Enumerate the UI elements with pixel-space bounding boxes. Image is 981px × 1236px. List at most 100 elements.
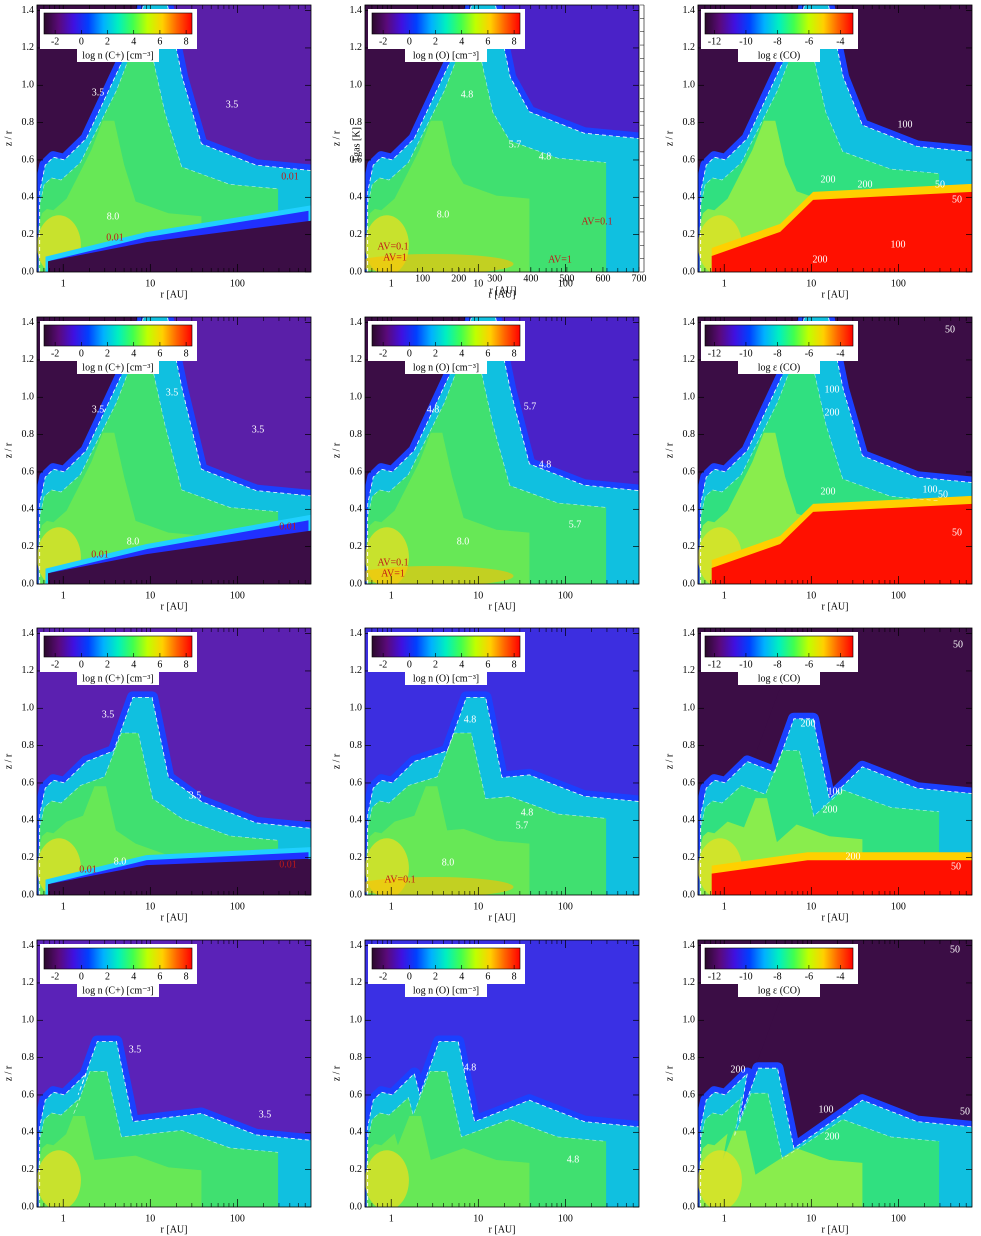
plot-frame — [364, 939, 640, 1208]
colorbar-tick-label: 2 — [433, 348, 438, 359]
field-red — [711, 503, 972, 584]
contour-label: 0.01 — [281, 171, 299, 182]
x-tick-label: 10 — [145, 1213, 155, 1224]
y-tick-label: 0.4 — [683, 192, 696, 203]
colorbar-label: log n (O) [cm⁻³] — [413, 985, 479, 996]
colorbar-tick-label: 0 — [407, 36, 412, 47]
colorbar-label-box — [405, 48, 487, 62]
colorbar-tick-label: -4 — [836, 659, 844, 670]
colorbar-tick-label: 4 — [459, 659, 464, 670]
contour-label: 8.0 — [457, 536, 470, 547]
contour-label: AV=1 — [381, 568, 405, 579]
colorbar-label-box — [738, 360, 820, 374]
plot-frame — [36, 316, 312, 585]
contour-label: 3.5 — [102, 709, 115, 720]
y-tick-label: 0.6 — [683, 1089, 696, 1100]
plot-frame — [364, 627, 640, 896]
y-tick-label: 1.4 — [683, 5, 696, 16]
colorbar-tick-label: 2 — [105, 659, 110, 670]
y-tick-label: 1.2 — [22, 42, 35, 53]
x-tick-label: 100 — [558, 278, 573, 289]
y-tick-label: 0.0 — [350, 889, 363, 900]
y-tick-label: 0.4 — [350, 504, 363, 515]
contour-line — [367, 1041, 639, 1207]
colorbar-tick-label: -12 — [708, 348, 721, 359]
contour-line — [700, 358, 940, 584]
y-tick-label: 0.2 — [683, 1164, 696, 1175]
y-axis-label: z / r — [3, 1065, 14, 1081]
y-tick-label: 0.4 — [22, 1127, 35, 1138]
colorbar-tick-label: 8 — [512, 659, 517, 670]
y-tick-label: 0.2 — [22, 541, 35, 552]
contour-label: 5.7 — [509, 139, 522, 150]
colorbar-label: log n (O) [cm⁻³] — [413, 673, 479, 684]
field: 50 200 100 200 200 50 — [698, 628, 972, 895]
contour-line — [39, 5, 311, 272]
x2-tick-label: 400 — [523, 273, 538, 284]
colorbar-label-box — [738, 48, 820, 62]
x-axis-label: r [AU] — [161, 1224, 188, 1235]
contour-label: 8.0 — [127, 536, 140, 547]
contour-label: 200 — [731, 1064, 746, 1075]
colorbar-tick-label: -8 — [773, 659, 781, 670]
colorbar-tick-label: -10 — [739, 36, 752, 47]
colorbar-tick-label: -10 — [739, 659, 752, 670]
contour-label: 0.01 — [79, 864, 97, 875]
x-tick-label: 100 — [558, 901, 573, 912]
x-tick-label: 10 — [473, 590, 483, 601]
colorbar-tick-label: -6 — [805, 36, 813, 47]
y-tick-label: 0.6 — [683, 777, 696, 788]
colorbar-tick-label: -2 — [51, 36, 59, 47]
colorbar — [371, 324, 521, 347]
contour-label: 200 — [825, 407, 840, 418]
colorbar-tick-label: 8 — [184, 348, 189, 359]
contour-label: 50 — [960, 1106, 970, 1117]
plot-frame — [697, 939, 973, 1208]
contour-line — [367, 46, 607, 272]
plot-frame — [36, 939, 312, 1208]
x-tick-label: 10 — [145, 590, 155, 601]
x-tick-label: 1 — [722, 278, 727, 289]
plot-frame — [36, 627, 312, 896]
y-tick-label: 0.6 — [683, 154, 696, 165]
colorbar-tick-label: -2 — [379, 348, 387, 359]
y-tick-label: 1.0 — [350, 392, 363, 403]
contour-label: 3.5 — [92, 87, 105, 98]
y-tick-label: 1.0 — [22, 392, 35, 403]
contour-line — [39, 697, 311, 895]
colorbar-tick-label: 0 — [407, 971, 412, 982]
x-tick-label: 100 — [230, 278, 245, 289]
colorbar-tick-label: 6 — [485, 659, 490, 670]
contour-label: 100 — [819, 1104, 834, 1115]
contour-label: 0.01 — [279, 521, 297, 532]
plot-frame — [364, 4, 640, 273]
colorbar-tick-label: -2 — [51, 971, 59, 982]
y-tick-label: 0.4 — [683, 504, 696, 515]
x-tick-label: 100 — [230, 590, 245, 601]
x-tick-label: 100 — [891, 1213, 906, 1224]
colorbar-label: log n (C+) [cm⁻³] — [82, 673, 153, 684]
y-tick-label: 0.6 — [683, 466, 696, 477]
colorbar-tick-label: 0 — [407, 348, 412, 359]
contour-label: 8.0 — [442, 857, 455, 868]
contour-label: 50 — [952, 194, 962, 205]
x-axis-label: r [AU] — [489, 1224, 516, 1235]
colorbar-tick-label: 8 — [184, 971, 189, 982]
colorbar-tick-label: -2 — [379, 971, 387, 982]
contour-line — [39, 46, 279, 272]
field: 4.8 4.8 — [365, 940, 639, 1207]
x-axis-label: r [AU] — [161, 289, 188, 300]
x-axis-label: r [AU] — [161, 601, 188, 612]
colorbar-tick-label: -6 — [805, 659, 813, 670]
contour-label: 5.7 — [524, 401, 537, 412]
y-axis-label: z / r — [3, 753, 14, 769]
y-axis-label: z / r — [3, 442, 14, 458]
contour-line — [39, 317, 311, 584]
contour-line — [367, 317, 639, 584]
x2-tick-label: 500 — [559, 273, 574, 284]
y-axis-label: z / r — [664, 1065, 675, 1081]
y-tick-label: 0.0 — [350, 1201, 363, 1212]
y-tick-label: 0.0 — [22, 889, 35, 900]
y-tick-label: 1.2 — [683, 354, 696, 365]
